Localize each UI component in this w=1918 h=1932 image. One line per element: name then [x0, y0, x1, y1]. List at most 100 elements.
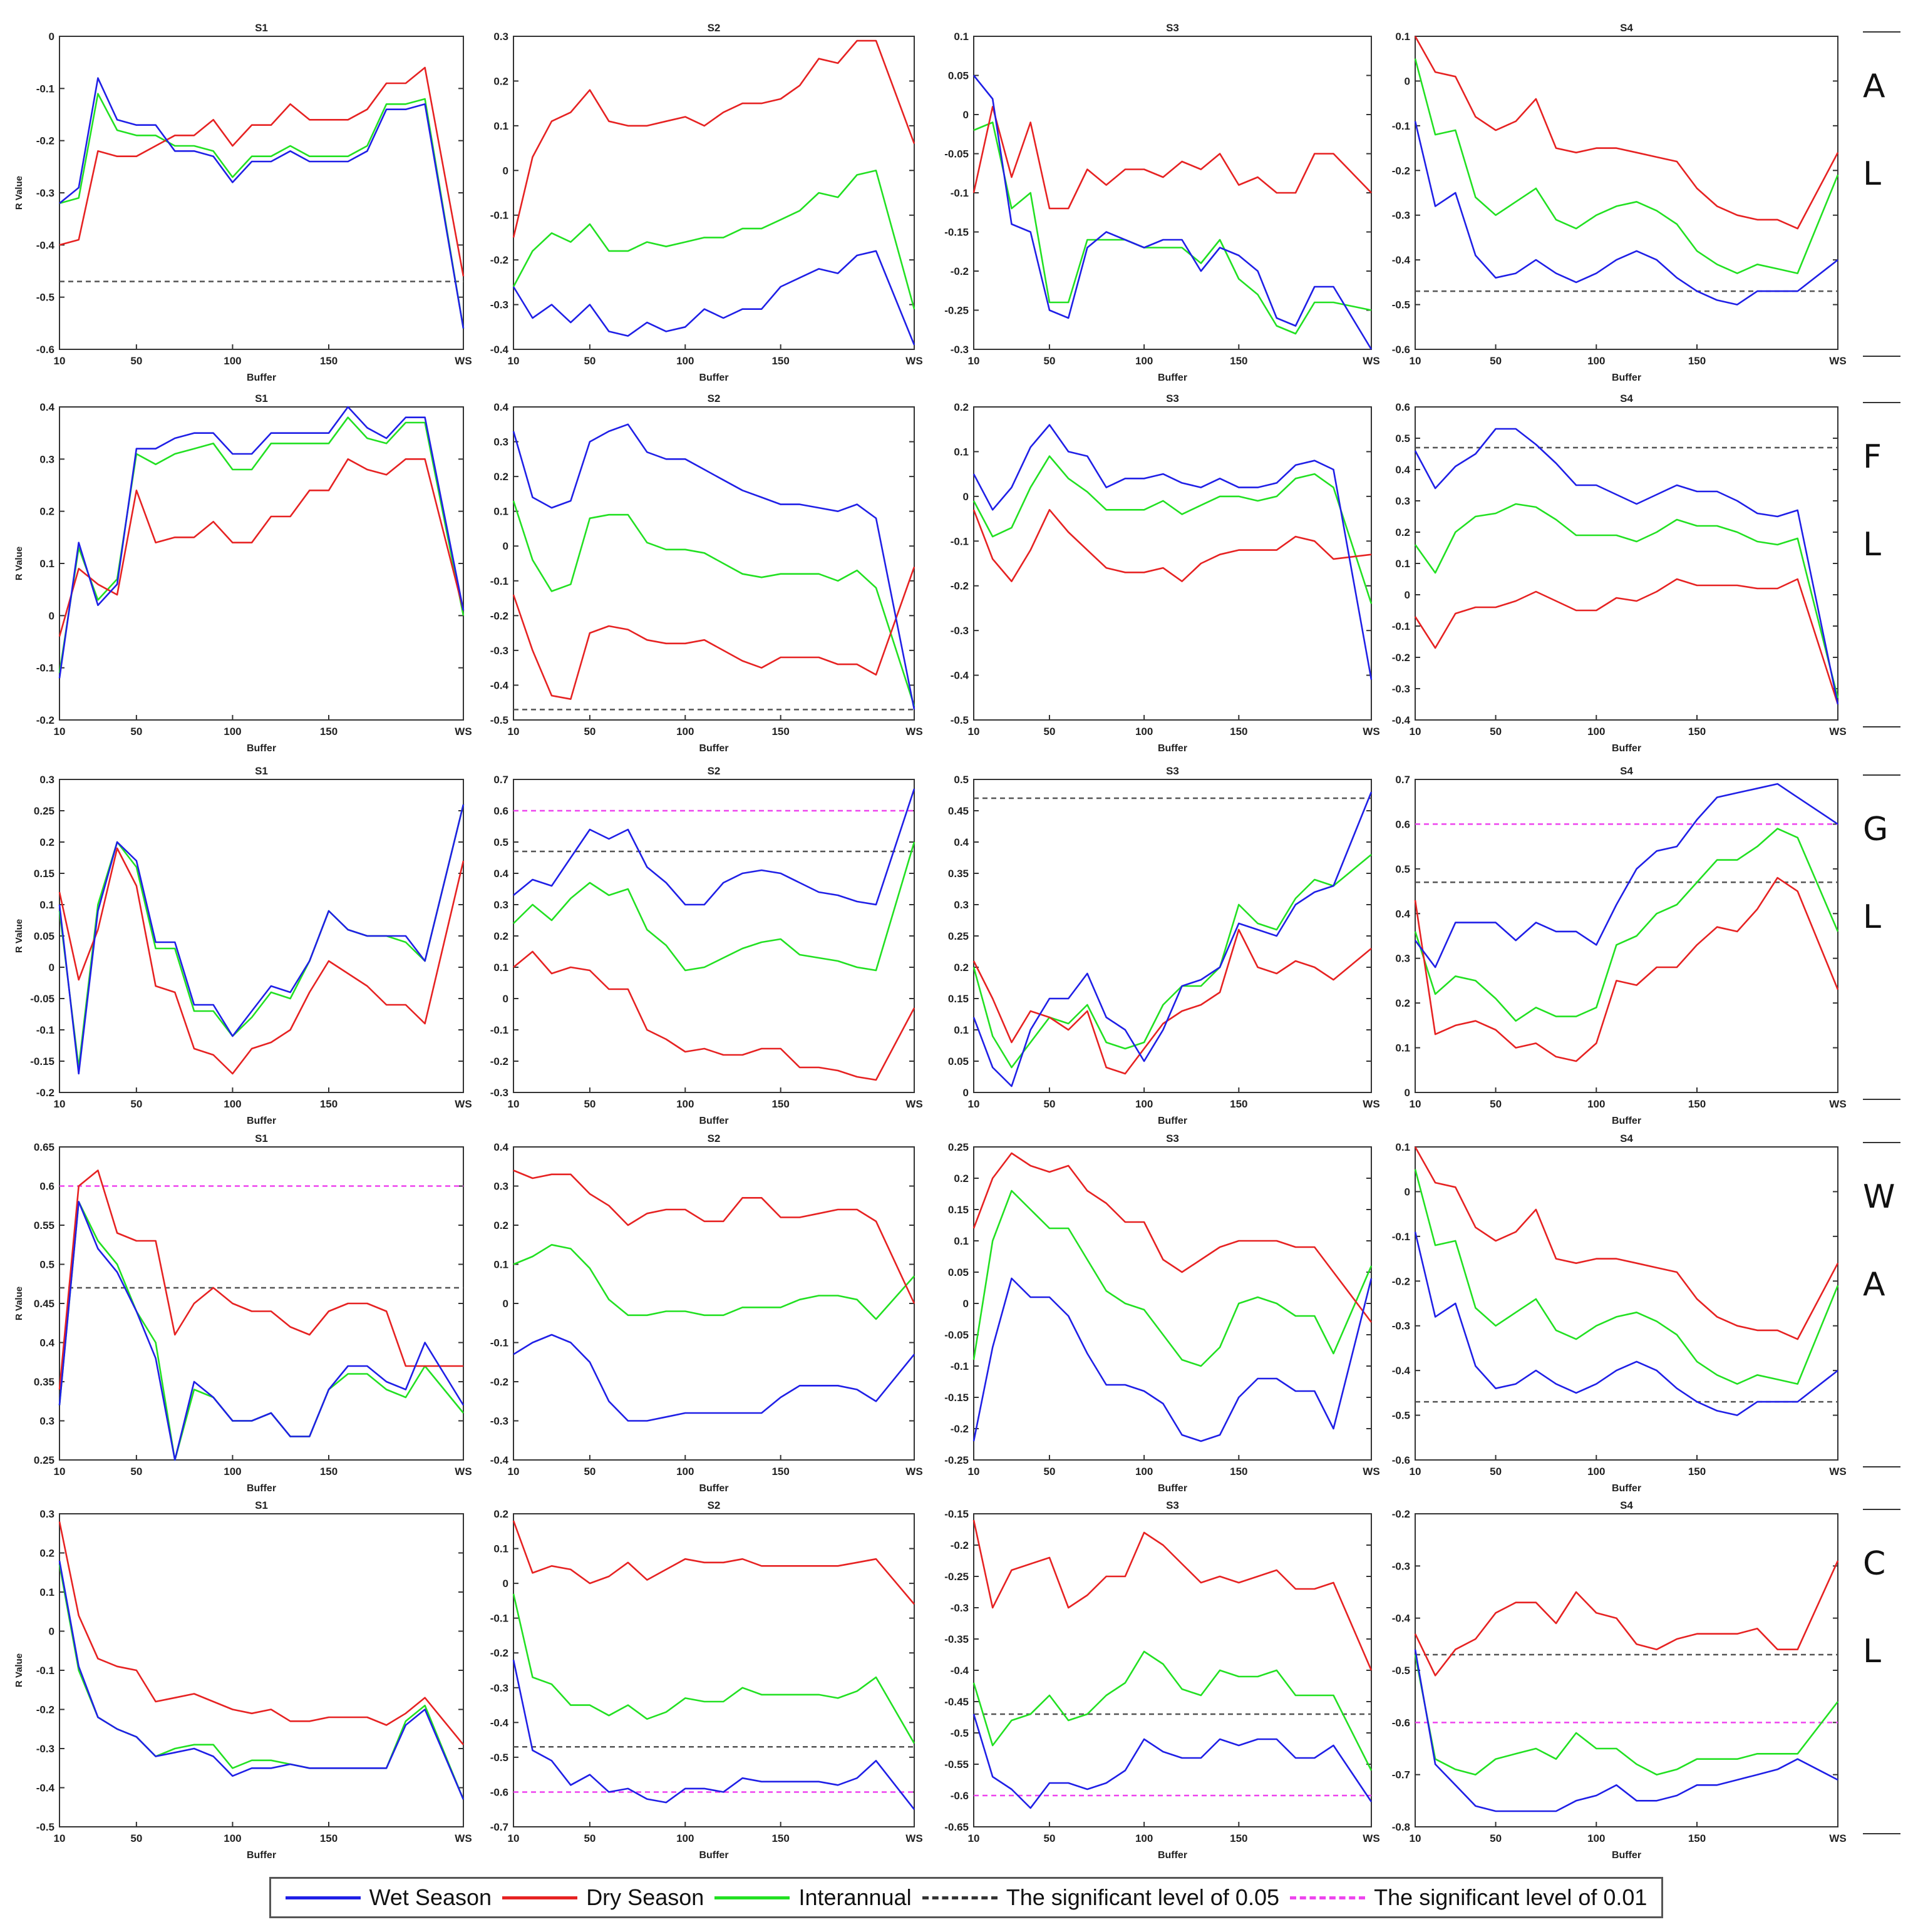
x-tick-label: WS	[1363, 1466, 1379, 1477]
panel-r1-s1: S1 0 -0.1 -0.2 -0.3 -0.4 -0.5 -0.610 50 100 150 WS B…	[14, 22, 472, 383]
x-tick-label: 100	[224, 726, 241, 737]
row-label-letter: W	[1863, 1178, 1895, 1216]
y-tick-label: 0.5	[493, 836, 508, 848]
panel-title: S1	[255, 393, 268, 404]
y-tick-label: 0.15	[948, 1204, 969, 1216]
y-tick-label: -0.4	[490, 344, 509, 356]
series-line-wet	[972, 791, 1373, 1087]
row-label-letter: A	[1863, 68, 1885, 105]
x-tick-label: 150	[771, 726, 789, 737]
x-axis-label: Buffer	[247, 743, 276, 754]
y-tick-label: -0.05	[30, 993, 54, 1005]
row-label-letter: L	[1863, 526, 1881, 563]
series-line-dry	[512, 39, 915, 238]
row-label-letter: L	[1863, 155, 1881, 193]
y-tick-label: 0	[1405, 75, 1410, 87]
panel-r5-s2: S2 0.2 0.1 0 -0.1 -0.2 -0.3 -0.4 -0.5 -0.6 -0.710 5…	[490, 1499, 923, 1861]
y-tick-label: 0.1	[493, 962, 508, 974]
y-tick-label: 0.2	[954, 1173, 969, 1184]
series-line-dry	[1414, 36, 1839, 230]
series-line-wet	[512, 250, 915, 346]
x-tick-label: 100	[1135, 355, 1153, 367]
panel-r2-s3: S3 0.2 0.1 0 -0.1 -0.2 -0.3 -0.4 -0.510 50 100 150 W…	[951, 393, 1380, 754]
x-tick-label: WS	[1829, 1098, 1846, 1110]
x-tick-label: 100	[1135, 1098, 1153, 1110]
y-tick-label: 0.65	[34, 1141, 54, 1153]
x-tick-label: 150	[320, 355, 338, 367]
panel-title: S3	[1166, 765, 1179, 777]
x-tick-label: 50	[584, 1832, 596, 1844]
x-tick-label: 50	[130, 1466, 142, 1477]
panel-r3-s1: S1 0.3 0.25 0.2 0.15 0.1 0.05 0 -0.05 -0.1 -0.15 -0…	[14, 765, 472, 1126]
x-tick-label: 10	[1410, 1466, 1421, 1477]
row-label-letter: C	[1863, 1545, 1886, 1583]
x-tick-label: 50	[130, 1098, 142, 1110]
x-tick-label: 100	[224, 1466, 241, 1477]
y-tick-label: -0.5	[951, 714, 969, 726]
panel-r2-s1: S1 0.4 0.3 0.2 0.1 0 -0.1 -0.210 50 100 150 WS Buffe…	[14, 393, 472, 754]
y-tick-label: 0.2	[39, 836, 54, 848]
legend-label-inter: Interannual	[798, 1884, 912, 1910]
y-tick-label: 0.3	[39, 1508, 54, 1520]
x-tick-label: 50	[1490, 1466, 1502, 1477]
y-tick-label: -0.15	[944, 227, 969, 239]
series-line-wet	[972, 75, 1373, 350]
x-tick-label: WS	[1829, 1832, 1846, 1844]
x-axis-label: Buffer	[1158, 1850, 1187, 1861]
series-line-dry	[513, 1169, 915, 1304]
y-tick-label: 0.1	[493, 1543, 508, 1555]
x-tick-label: 50	[1490, 355, 1502, 367]
y-tick-label: 0	[503, 993, 508, 1005]
series-line-inter	[972, 455, 1373, 604]
x-tick-label: 100	[676, 355, 694, 367]
y-tick-label: 0	[503, 540, 508, 552]
x-tick-label: 50	[584, 1466, 596, 1477]
x-tick-label: WS	[1829, 1466, 1846, 1477]
y-tick-label: 0.4	[493, 868, 508, 880]
panel-r1-s3: S3 0.1 0.05 0 -0.05 -0.1 -0.15 -0.2 -0.25 -0.310 5…	[944, 22, 1379, 383]
panel-title: S3	[1166, 1133, 1179, 1144]
legend-item-inter: Interannual	[714, 1884, 912, 1911]
series-line-dry	[513, 950, 915, 1081]
row-divider-top	[1863, 774, 1900, 776]
series-line-dry	[512, 1520, 915, 1605]
y-tick-label: -0.5	[1392, 1665, 1410, 1677]
x-tick-label: 50	[584, 1098, 596, 1110]
legend-swatch-sig05	[922, 1896, 998, 1899]
y-tick-label: 0	[49, 1626, 54, 1638]
x-tick-label: 10	[54, 1832, 66, 1844]
panel-title: S4	[1620, 22, 1633, 34]
y-tick-label: -0.1	[36, 662, 54, 674]
x-tick-label: WS	[905, 1466, 922, 1477]
x-tick-label: 10	[54, 726, 66, 737]
series-line-wet	[1414, 121, 1838, 306]
series-line-inter	[58, 416, 465, 674]
y-tick-label: 0.3	[39, 1416, 54, 1427]
series-line-dry	[58, 458, 465, 637]
panel-r2-s2: S2 0.4 0.3 0.2 0.1 0 -0.1 -0.2 -0.3 -0.4 -0.510 50 1…	[490, 393, 923, 754]
y-tick-label: 0.1	[1395, 1141, 1410, 1153]
x-tick-label: 100	[224, 1098, 241, 1110]
series-line-inter	[58, 1201, 465, 1461]
y-tick-label: 0.2	[39, 506, 54, 518]
y-tick-label: 0.1	[39, 899, 54, 911]
y-tick-label: -0.3	[1392, 1320, 1410, 1332]
y-tick-label: -0.1	[951, 1360, 969, 1372]
x-tick-label: WS	[905, 355, 922, 367]
series-line-dry	[1414, 876, 1839, 1062]
y-tick-label: -0.1	[490, 1024, 508, 1036]
plot-frame	[513, 779, 915, 1093]
y-tick-label: -0.1	[490, 210, 508, 222]
x-tick-label: WS	[1829, 355, 1846, 367]
legend-label-sig01: The significant level of 0.01	[1374, 1884, 1647, 1910]
panel-r2-s4: S4 0.6 0.5 0.4 0.3 0.2 0.1 0 -0.1 -0.2 -0.3 -0.410 5…	[1392, 393, 1847, 754]
y-tick-label: -0.4	[490, 1717, 509, 1729]
y-tick-label: -0.3	[490, 1682, 508, 1694]
y-tick-label: 0.3	[1395, 495, 1410, 507]
series-line-inter	[972, 1650, 1373, 1771]
y-tick-label: 0.1	[493, 120, 508, 132]
legend-swatch-sig01	[1290, 1896, 1366, 1899]
panel-title: S2	[708, 1133, 721, 1144]
y-tick-label: -0.2	[36, 1704, 54, 1716]
